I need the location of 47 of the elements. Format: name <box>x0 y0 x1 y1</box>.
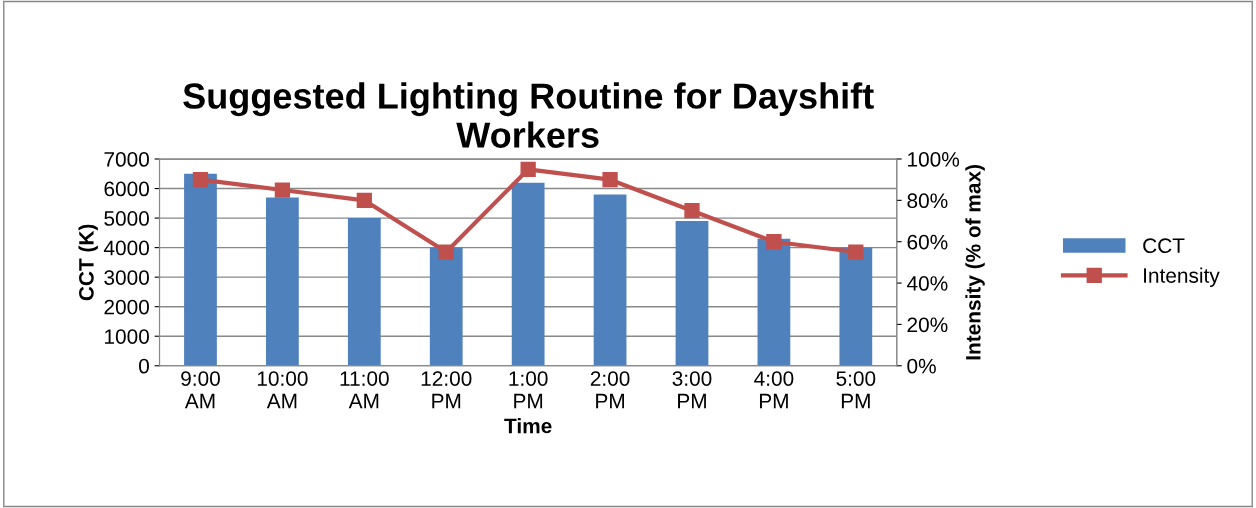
bar <box>184 173 217 366</box>
y2-tick-label: 60% <box>907 234 948 250</box>
x-tick-label: 4:00 PM <box>754 371 794 409</box>
x-tick-label: 5:00 PM <box>836 371 876 409</box>
y-tick-label: 0 <box>139 358 149 374</box>
x-tick-label: 2:00 PM <box>590 371 630 409</box>
point <box>766 234 782 250</box>
bar <box>593 194 627 366</box>
y-tick-label: 5000 <box>104 211 149 226</box>
y-tick-label: 1000 <box>105 329 149 344</box>
chart-title: Suggested Lighting Routine for Dayshift Workers <box>183 82 874 148</box>
y-tick-label: 4000 <box>103 240 149 256</box>
y-tick-label: 6000 <box>104 181 149 197</box>
bar <box>839 247 873 366</box>
y2-tick-label: 80% <box>907 193 948 209</box>
bar <box>347 218 381 366</box>
y-tick-label: 7000 <box>104 152 149 167</box>
legend-label: CCT <box>1143 238 1185 254</box>
point <box>438 244 454 260</box>
x-tick-label: 3:00 PM <box>672 371 712 409</box>
bar <box>757 238 791 366</box>
x-tick-label: 10:00 AM <box>257 371 308 409</box>
y2-tick-label: 100% <box>908 152 960 167</box>
bar <box>511 182 545 366</box>
x-tick-label: 9:00 AM <box>181 371 220 409</box>
point <box>356 192 372 208</box>
x-tick-label: 11:00 AM <box>340 371 389 409</box>
point <box>520 161 536 177</box>
point <box>684 203 700 219</box>
point <box>848 244 864 260</box>
y2-tick-label: 40% <box>906 276 948 291</box>
point <box>274 182 291 198</box>
bar <box>675 221 709 366</box>
bar <box>266 197 299 366</box>
y2-tick-label: 0% <box>907 358 936 374</box>
x-tick-label: 12:00 PM <box>421 371 472 409</box>
legend-label: Intensity <box>1144 267 1220 288</box>
bar <box>429 247 463 366</box>
x-tick-label: 1:00 PM <box>509 371 548 409</box>
y-tick-label: 2000 <box>104 299 149 315</box>
x-axis-title: Time <box>504 418 552 434</box>
y2-tick-label: 20% <box>907 317 948 333</box>
y-tick-label: 3000 <box>104 270 149 285</box>
point <box>602 172 618 188</box>
y2-axis-title: Intensity (% of max) <box>965 165 985 360</box>
point <box>192 172 209 188</box>
y-axis-title: CCT (K) <box>78 224 98 301</box>
